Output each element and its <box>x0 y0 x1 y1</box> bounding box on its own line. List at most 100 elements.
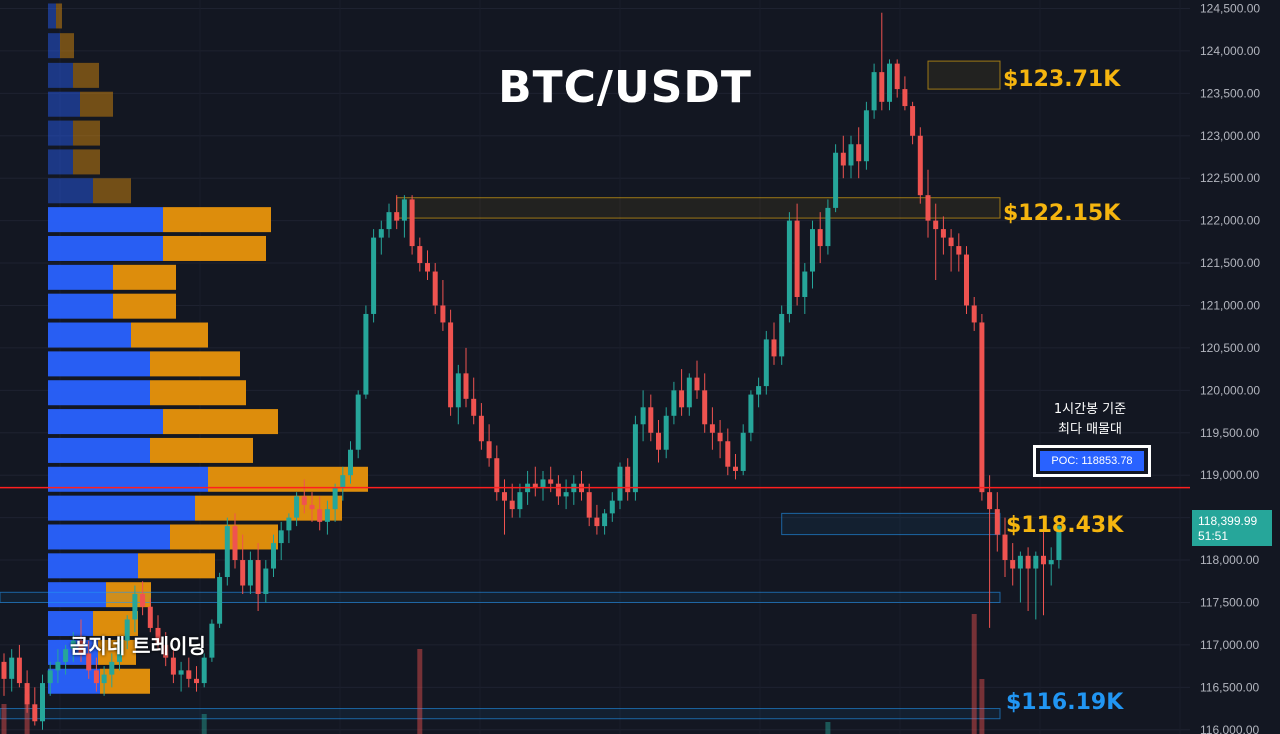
candle-body <box>663 415 669 450</box>
volume-bar <box>825 722 831 734</box>
level-zone <box>927 60 1001 90</box>
candle-body <box>278 530 284 544</box>
candle-body <box>209 623 215 658</box>
candle-body <box>810 229 815 272</box>
candle-body <box>1056 526 1062 561</box>
vp-buy-bar <box>48 235 163 261</box>
candle-body <box>994 509 1000 535</box>
candle-body <box>679 390 685 408</box>
level-zone <box>0 708 1001 720</box>
vp-sell-bar <box>170 524 278 550</box>
candle-body <box>1025 555 1031 569</box>
vp-buy-bar <box>48 149 73 175</box>
vp-sell-bar <box>163 235 266 261</box>
vp-buy-bar <box>48 495 195 521</box>
candle-body <box>317 509 323 522</box>
candle-body <box>917 135 923 196</box>
candle-body <box>833 152 839 208</box>
vp-buy-bar <box>48 207 163 233</box>
vp-sell-bar <box>93 178 131 204</box>
candle-body <box>725 441 731 467</box>
candle-body <box>332 487 338 510</box>
poc-label: POC: 118853.78 <box>1040 451 1144 471</box>
candle-body <box>717 432 723 442</box>
vp-sell-bar <box>113 264 176 290</box>
y-tick-label: 120,000.00 <box>1200 383 1260 397</box>
level-text: $122.15K <box>1003 201 1121 226</box>
vp-buy-bar <box>48 409 163 435</box>
vp-buy-bar <box>48 264 113 290</box>
y-tick-label: 116,500.00 <box>1200 680 1259 694</box>
y-tick-label: 123,500.00 <box>1200 86 1260 100</box>
candle-body <box>432 271 438 306</box>
candle-body <box>1017 555 1023 569</box>
vp-sell-bar <box>150 380 246 406</box>
candle-body <box>201 657 207 684</box>
y-tick-label: 121,000.00 <box>1200 298 1260 312</box>
candle-body <box>956 246 962 255</box>
candle-body <box>417 246 423 264</box>
level-label-123k: $123.71K <box>1003 67 1120 92</box>
candle-body <box>255 560 261 594</box>
level-label-116k: $116.19K <box>1006 690 1123 715</box>
y-tick-label: 124,500.00 <box>1200 1 1260 15</box>
candle-body <box>948 237 954 247</box>
vp-sell-bar <box>163 409 278 435</box>
watermark-text: 곰지네 트레이딩 <box>70 634 206 658</box>
vp-buy-bar <box>48 351 150 377</box>
candle-body <box>348 449 353 476</box>
candle-body <box>309 504 315 510</box>
candle-body <box>517 492 523 510</box>
vp-buy-bar <box>48 611 93 637</box>
vp-sell-bar <box>60 33 74 59</box>
chart-title: BTC/USDT <box>498 62 752 113</box>
level-text: $118.43K <box>1006 513 1124 538</box>
candle-body <box>355 394 361 450</box>
candle-body <box>540 479 546 488</box>
candle-body <box>740 432 746 471</box>
candle-body <box>894 63 900 90</box>
candle-body <box>32 704 38 722</box>
candle-body <box>247 560 253 586</box>
candle-body <box>987 492 993 510</box>
poc-label-box[interactable]: POC: 118853.78 <box>1033 445 1151 477</box>
volume-bar <box>417 649 423 734</box>
candle-body <box>671 390 677 416</box>
candle-body <box>63 649 69 662</box>
vp-sell-bar <box>73 149 100 175</box>
candle-body <box>93 670 99 684</box>
candle-body <box>733 466 738 471</box>
candle-body <box>363 313 369 395</box>
vp-sell-bar <box>163 207 271 233</box>
candle-body <box>463 373 469 399</box>
volume-bar <box>979 679 985 734</box>
candle-body <box>55 661 61 671</box>
y-tick-label: 119,000.00 <box>1200 468 1259 482</box>
volume-bar <box>971 614 977 734</box>
candle-body <box>964 254 969 306</box>
vp-sell-bar <box>150 437 253 463</box>
candle-body <box>147 606 153 628</box>
vp-buy-bar <box>48 553 138 579</box>
vp-buy-bar <box>48 91 80 117</box>
candle-body <box>47 670 53 684</box>
candle-body <box>933 220 939 230</box>
candle-body <box>140 593 146 607</box>
candle-body <box>709 424 715 433</box>
candle-body <box>1002 534 1008 561</box>
candle-body <box>340 475 346 488</box>
y-tick-label: 116,000.00 <box>1200 723 1259 734</box>
candle-body <box>401 199 407 221</box>
candle-body <box>879 72 885 102</box>
vp-buy-bar <box>48 33 60 59</box>
vp-sell-bar <box>113 293 176 319</box>
candle-body <box>117 640 122 662</box>
y-tick-label: 117,500.00 <box>1200 595 1259 609</box>
candle-body <box>686 377 692 408</box>
candle-body <box>863 110 869 162</box>
candle-body <box>371 237 377 314</box>
candle-body <box>763 339 769 387</box>
current-price-tag: 118,399.99 51:51 <box>1192 510 1272 546</box>
